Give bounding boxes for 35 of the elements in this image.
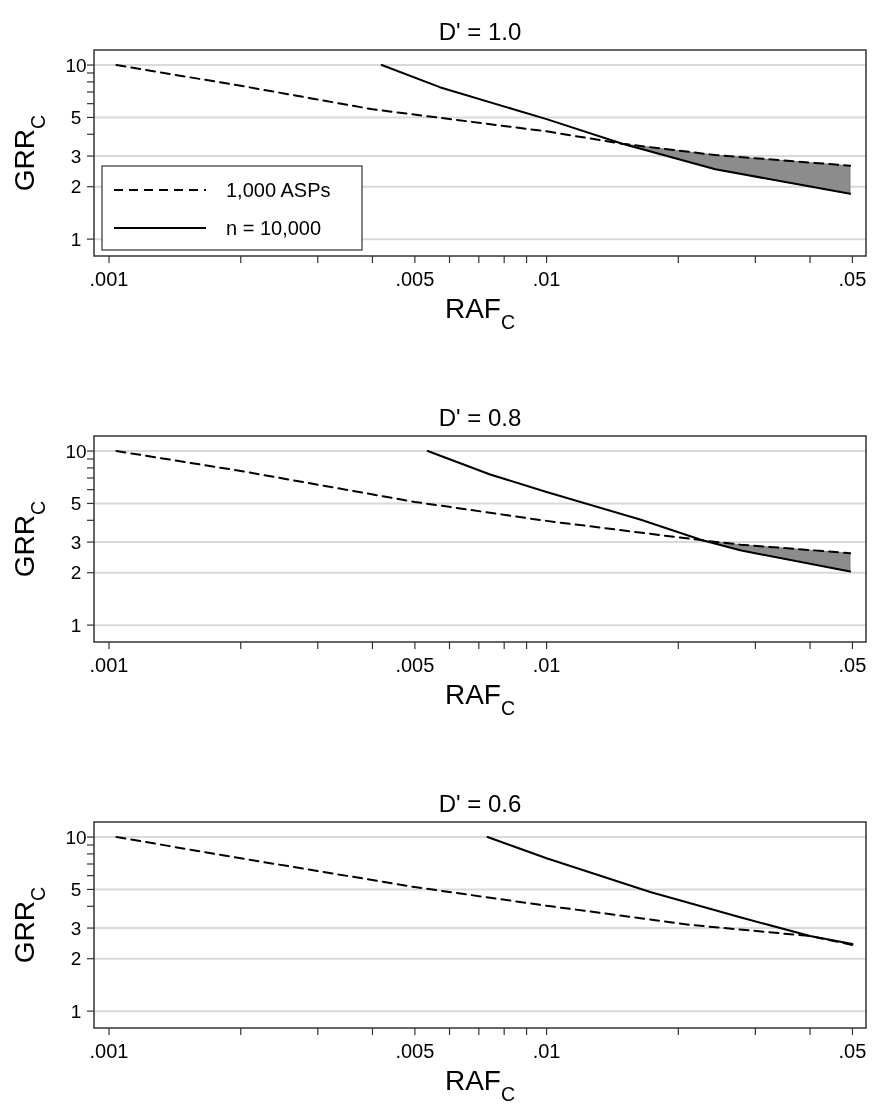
y-tick-label: 3	[70, 917, 82, 939]
x-tick-label: .01	[532, 654, 561, 676]
chart-title: D' = 1.0	[438, 18, 522, 45]
legend-label: n = 10,000	[226, 217, 322, 239]
chart-title: D' = 0.8	[438, 404, 522, 431]
x-tick-label: .005	[395, 268, 435, 290]
y-tick-label: 3	[70, 145, 82, 167]
y-tick-label: 5	[70, 879, 82, 901]
x-tick-label: .05	[838, 268, 867, 290]
x-tick-label: .001	[89, 654, 129, 676]
x-tick-label: .05	[838, 1040, 867, 1062]
x-axis-title: RAF$_{C}$	[444, 1065, 516, 1105]
x-tick-label: .005	[395, 654, 435, 676]
legend-label: 1,000 ASPs	[226, 179, 331, 201]
y-tick-label: 1	[70, 228, 82, 250]
x-tick-label: .01	[532, 1040, 561, 1062]
y-tick-label: 2	[70, 948, 82, 970]
x-tick-label: .05	[838, 654, 867, 676]
y-tick-label: 5	[70, 493, 82, 515]
x-axis-title: RAF$_{C}$	[444, 679, 516, 719]
y-tick-label: 2	[70, 176, 82, 198]
y-tick-label: 3	[70, 531, 82, 553]
y-tick-label: 10	[65, 826, 87, 848]
x-tick-label: .001	[89, 268, 129, 290]
x-axis-title: RAF$_{C}$	[444, 293, 516, 333]
y-tick-label: 10	[65, 440, 87, 462]
y-tick-label: 10	[65, 54, 87, 76]
y-tick-label: 2	[70, 562, 82, 584]
x-tick-label: .005	[395, 1040, 435, 1062]
x-tick-label: .01	[532, 268, 561, 290]
y-tick-label: 1	[70, 614, 82, 636]
x-tick-label: .001	[89, 1040, 129, 1062]
y-tick-label: 1	[70, 1000, 82, 1022]
y-tick-label: 5	[70, 107, 82, 129]
chart-title: D' = 0.6	[438, 790, 522, 817]
